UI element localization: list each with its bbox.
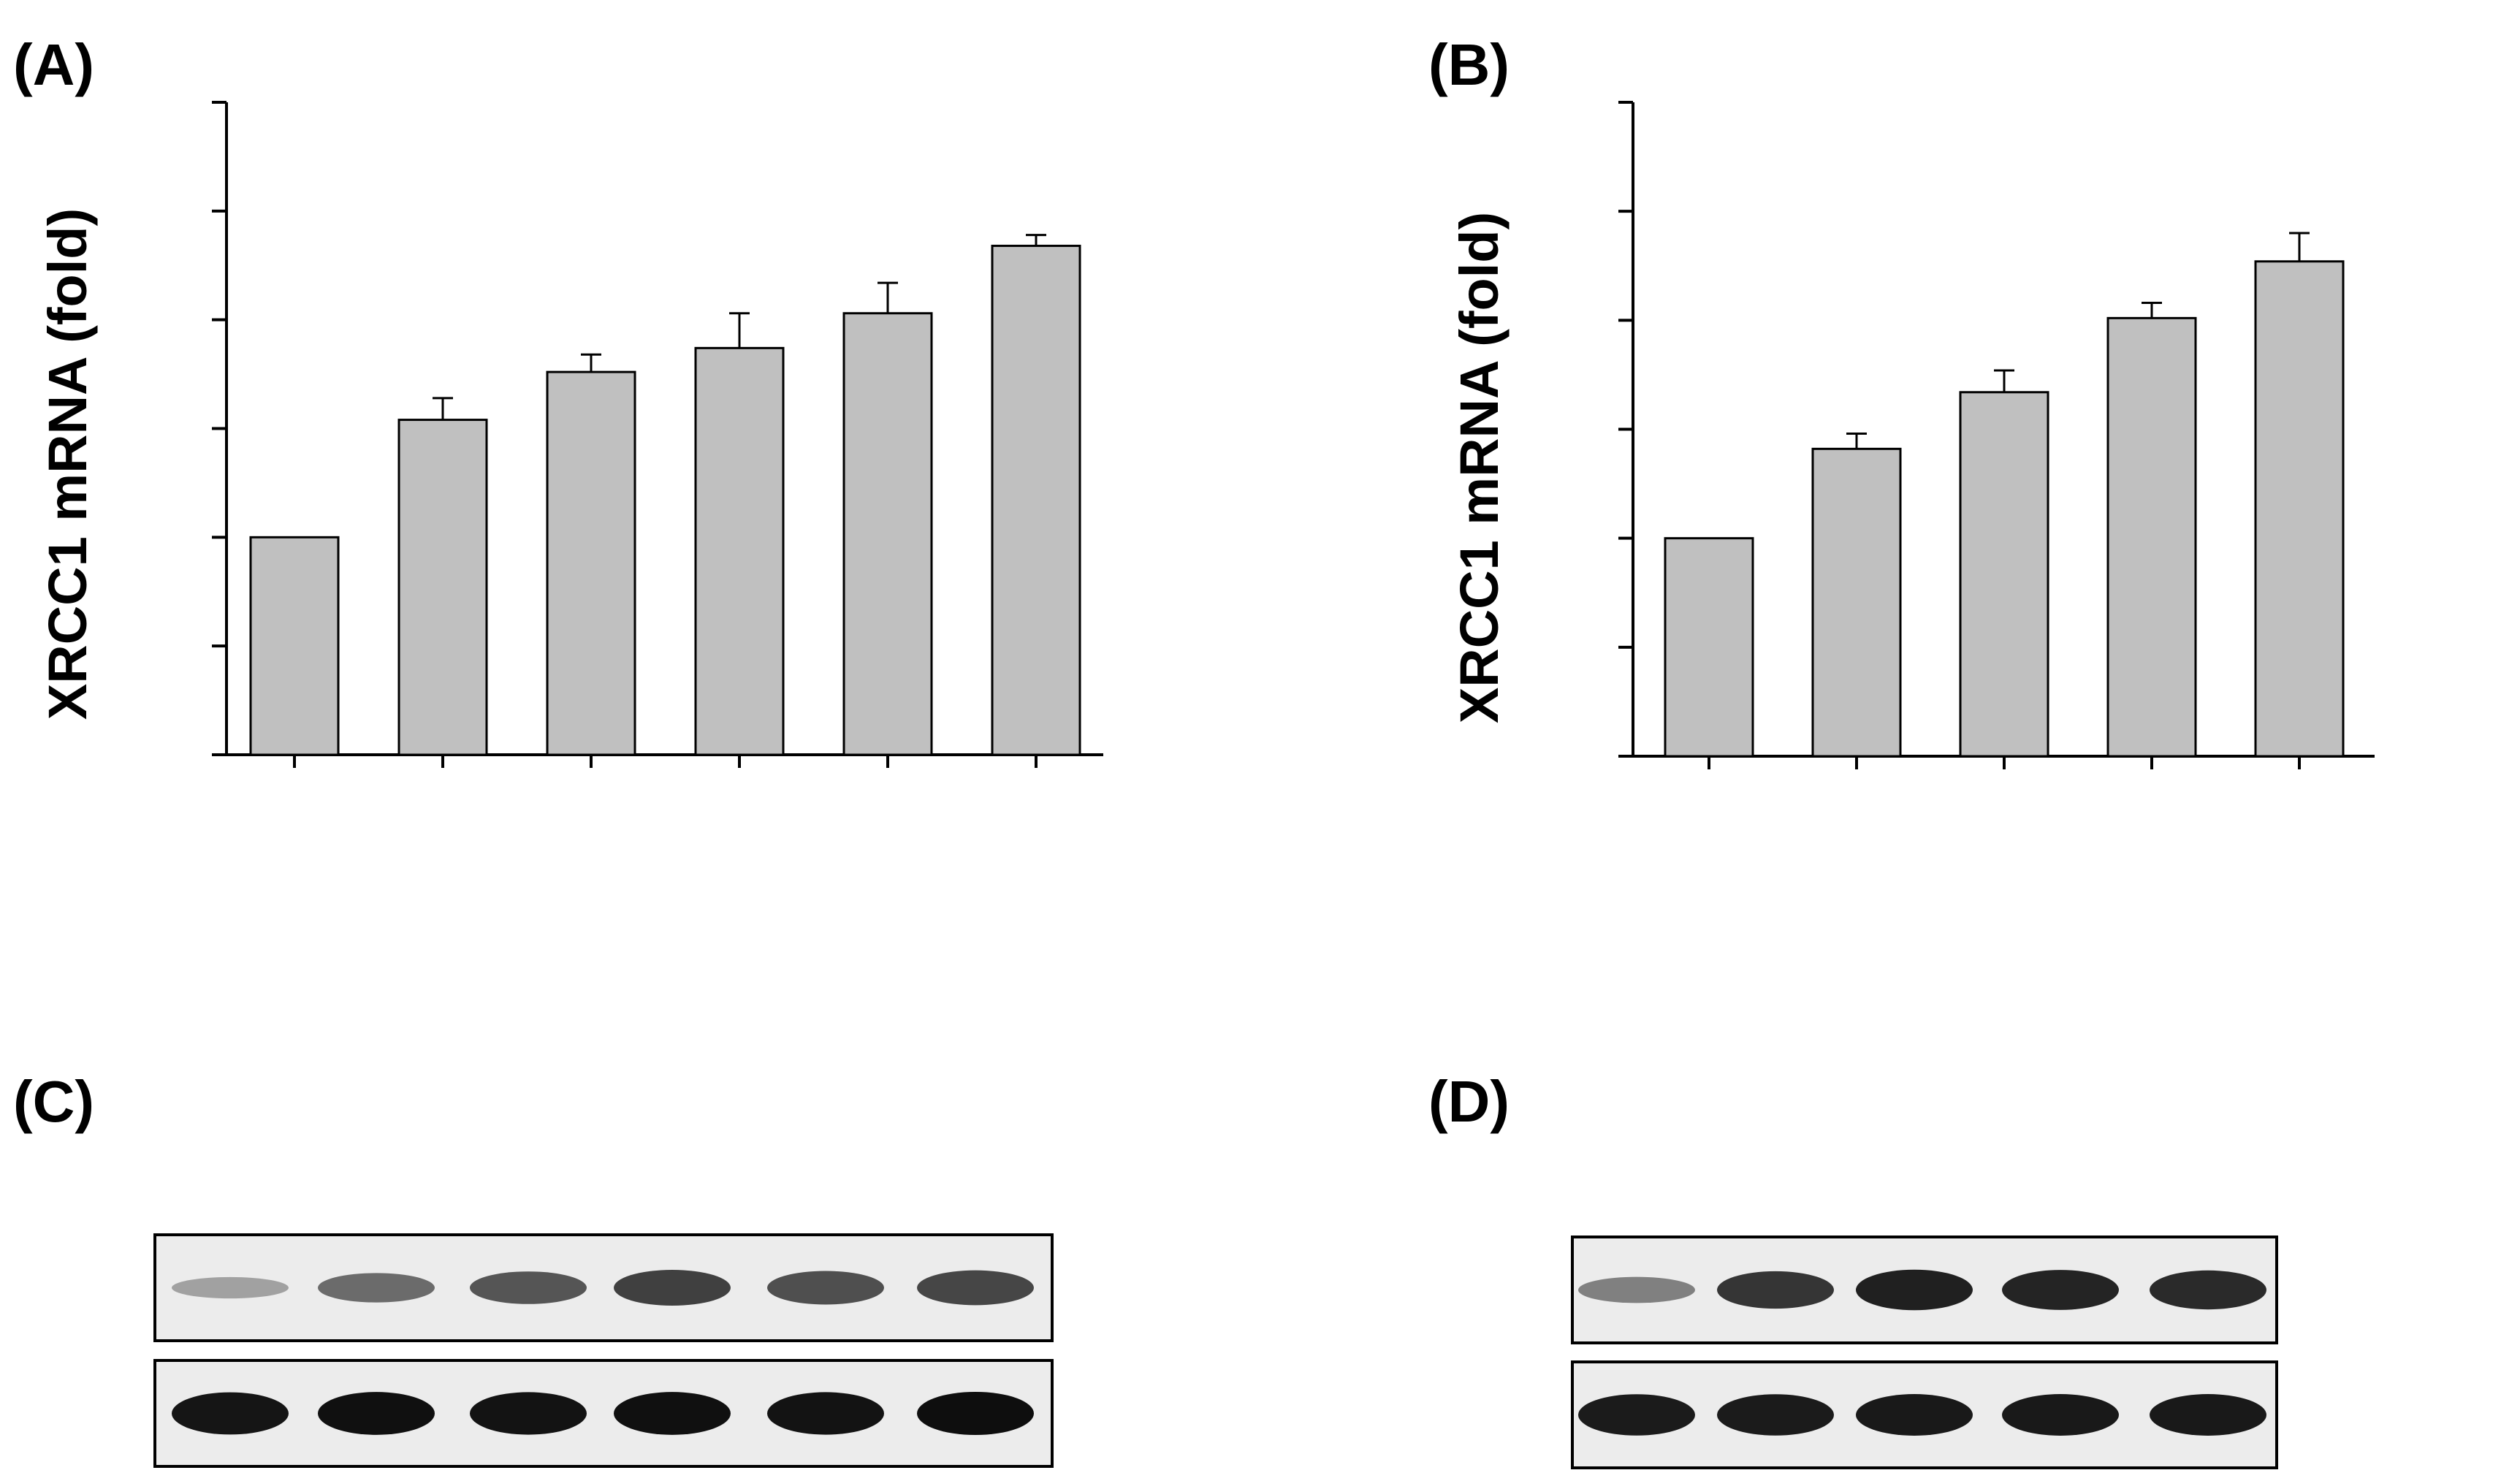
blot-band bbox=[1856, 1394, 1973, 1436]
chart-a-bars bbox=[249, 234, 1081, 756]
chart-a: XRCC1 mRNA (fold) bbox=[37, 101, 1103, 768]
chart-b: XRCC1 mRNA (fold) bbox=[1449, 101, 2375, 769]
blot-band bbox=[318, 1392, 435, 1435]
blot-band bbox=[2150, 1270, 2266, 1310]
chart-b-ylabel: XRCC1 mRNA (fold) bbox=[1449, 212, 1510, 723]
blot-band bbox=[614, 1270, 731, 1306]
bar bbox=[694, 346, 785, 756]
blot-band bbox=[767, 1271, 884, 1305]
bar bbox=[842, 312, 933, 756]
blot-band bbox=[1578, 1394, 1695, 1436]
chart-b-bars bbox=[1664, 232, 2345, 758]
blot-d bbox=[1571, 1236, 2278, 1469]
bar bbox=[397, 419, 488, 756]
blot-band bbox=[1856, 1269, 1973, 1311]
bar bbox=[2106, 316, 2197, 758]
blot-band bbox=[2002, 1270, 2119, 1310]
blot-band bbox=[2150, 1394, 2266, 1436]
bar bbox=[2254, 260, 2345, 758]
blot-c bbox=[153, 1233, 1054, 1468]
bar bbox=[1959, 391, 2049, 758]
bar bbox=[1811, 447, 1902, 758]
blot-strip bbox=[153, 1359, 1054, 1468]
blot-band bbox=[318, 1273, 435, 1303]
chart-a-axes bbox=[212, 101, 1103, 768]
blot-band bbox=[917, 1391, 1034, 1436]
blot-band bbox=[767, 1392, 884, 1435]
panel-b-label: (B) bbox=[1428, 32, 1510, 97]
bar bbox=[1664, 537, 1754, 758]
panel-a-label: (A) bbox=[13, 32, 94, 97]
bar bbox=[249, 536, 340, 756]
blot-strip bbox=[153, 1233, 1054, 1342]
blot-band bbox=[172, 1392, 289, 1435]
panel-c-label: (C) bbox=[13, 1069, 94, 1134]
blot-band bbox=[917, 1270, 1034, 1306]
panel-d-label: (D) bbox=[1428, 1069, 1510, 1134]
blot-band bbox=[2002, 1394, 2119, 1436]
blot-band bbox=[172, 1276, 289, 1299]
chart-a-ylabel: XRCC1 mRNA (fold) bbox=[37, 208, 98, 720]
bar bbox=[546, 370, 636, 756]
blot-band bbox=[470, 1271, 587, 1304]
blot-band bbox=[1717, 1394, 1834, 1436]
blot-band bbox=[470, 1392, 587, 1435]
blot-band bbox=[1578, 1276, 1695, 1303]
blot-band bbox=[614, 1392, 731, 1435]
bar bbox=[991, 244, 1081, 756]
blot-band bbox=[1717, 1271, 1834, 1309]
